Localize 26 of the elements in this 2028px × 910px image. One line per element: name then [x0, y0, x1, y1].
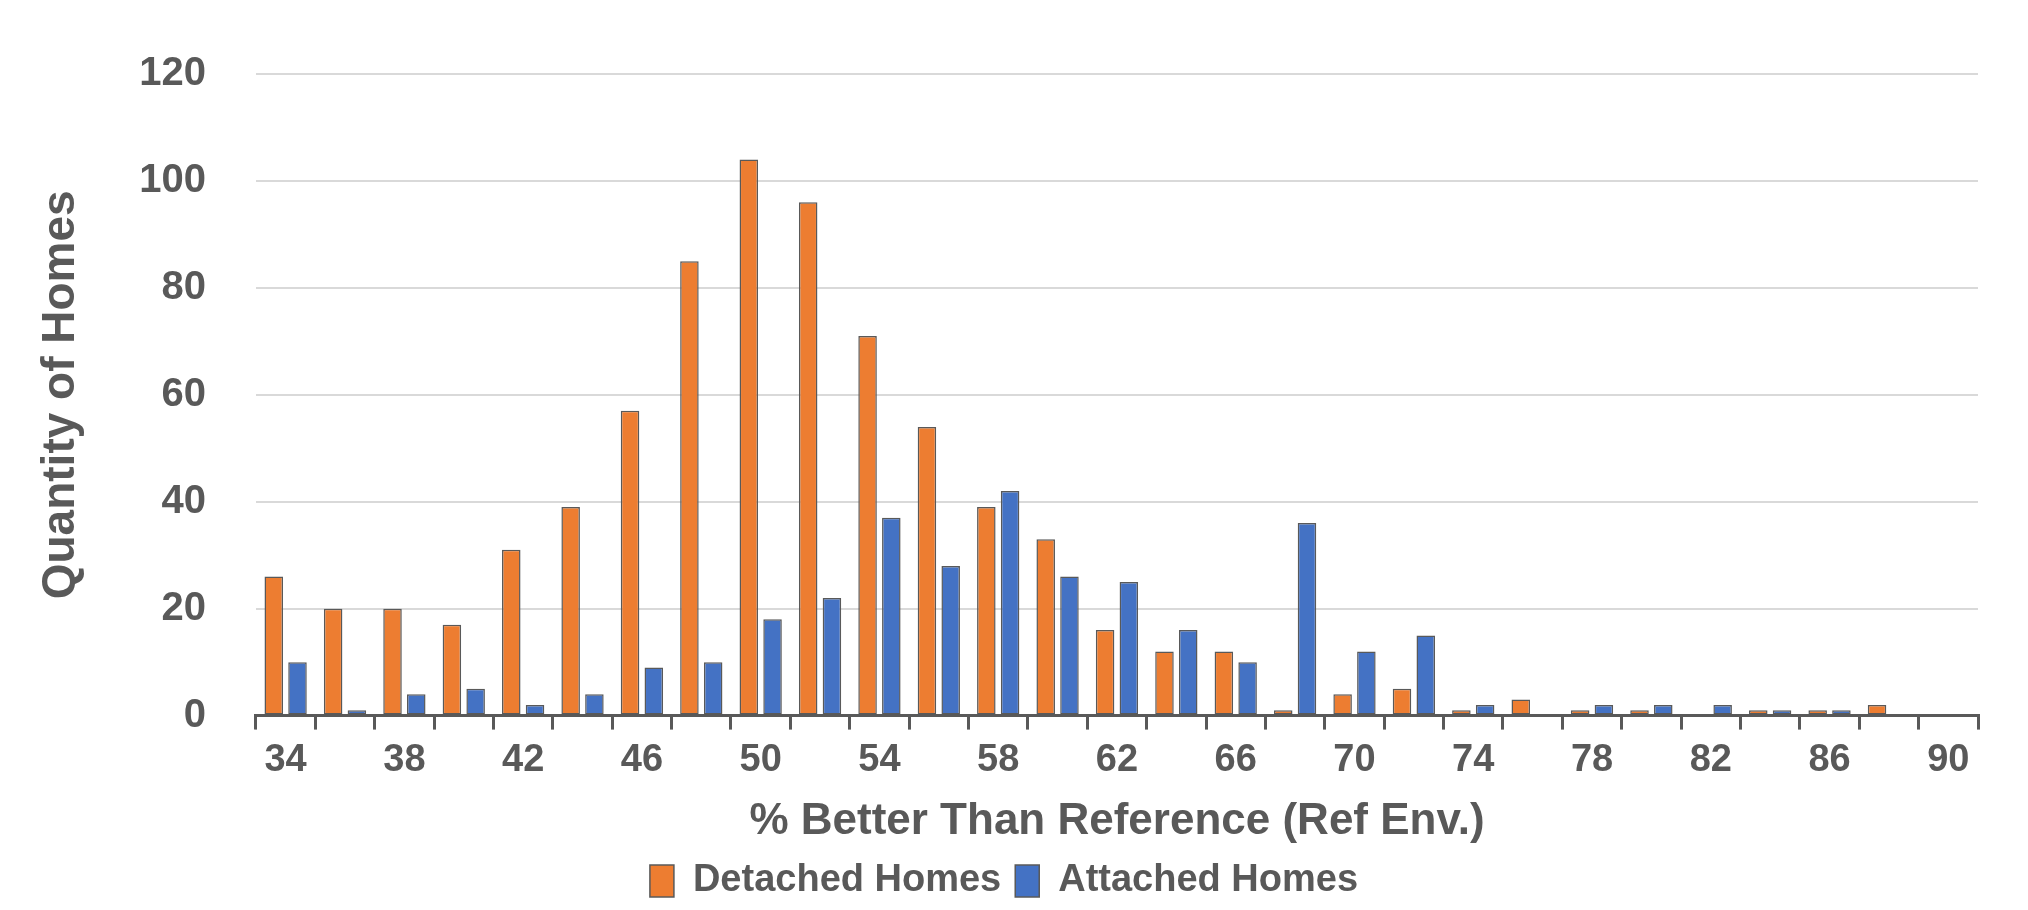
x-tick-label: 78 [1570, 736, 1614, 779]
y-tick-label: 60 [161, 369, 206, 414]
x-tick-label: 42 [502, 736, 545, 779]
x-tick-label: 90 [1927, 736, 1970, 779]
x-tick-label: 74 [1452, 736, 1495, 779]
y-tick-label: 120 [139, 49, 206, 94]
x-tick-label: 70 [1333, 736, 1376, 779]
x-tick-label: 62 [1095, 736, 1139, 779]
x-tick-label: 82 [1689, 736, 1732, 779]
y-tick-label: 20 [161, 583, 206, 628]
x-tick-label: 34 [264, 736, 307, 779]
x-tick-label: 50 [739, 736, 782, 779]
legend-label: Detached Homes [692, 857, 1002, 900]
x-tick-label: 54 [858, 736, 901, 779]
x-axis-title: % Better Than Reference (Ref Env.) [749, 793, 1485, 843]
x-tick-label: 46 [620, 736, 664, 779]
x-tick-label: 38 [383, 736, 426, 779]
y-tick-label: 100 [139, 155, 206, 200]
y-tick-label: 0 [183, 690, 206, 735]
y-axis-title: Quantity of Homes [32, 190, 85, 600]
x-tick-label: 58 [977, 736, 1020, 779]
y-tick-label: 40 [161, 476, 206, 521]
y-tick-label: 80 [161, 262, 206, 307]
x-tick-label: 86 [1808, 736, 1851, 779]
x-tick-label: 66 [1214, 736, 1257, 779]
legend-label: Attached Homes [1058, 857, 1359, 900]
